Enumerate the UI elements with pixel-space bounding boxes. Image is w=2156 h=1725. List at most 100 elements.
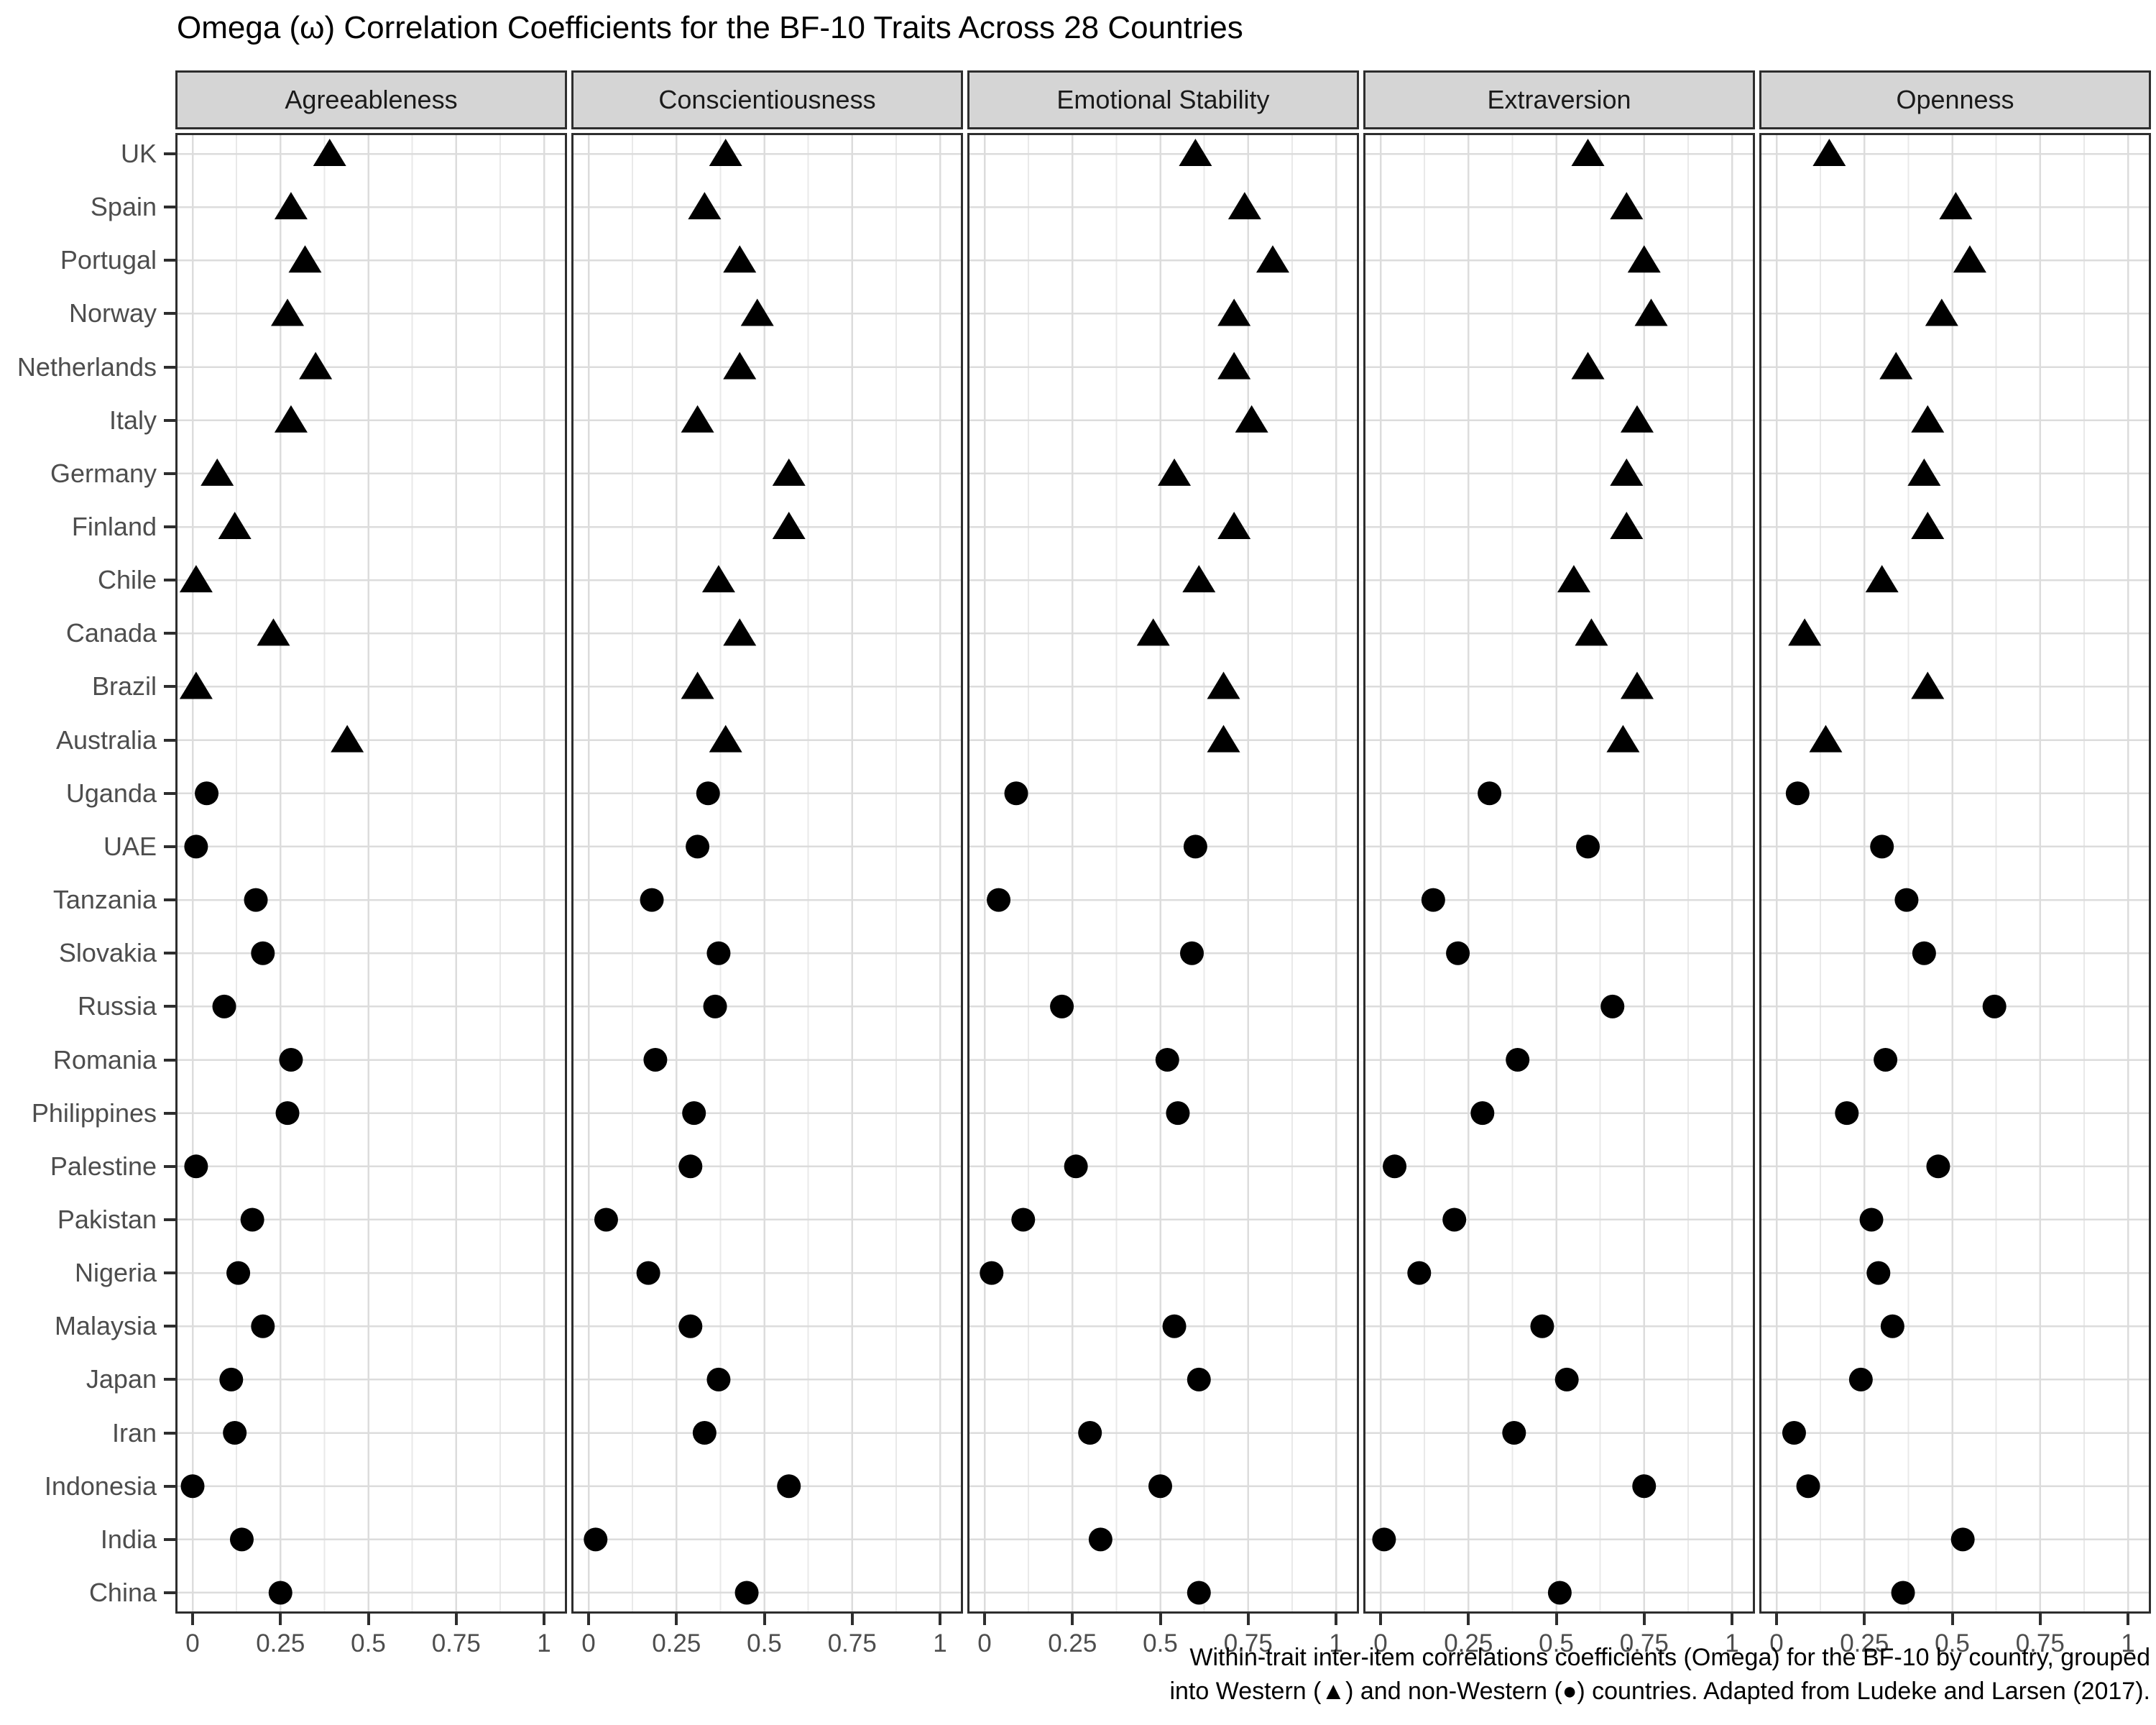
data-point-india-agreeableness <box>229 1527 254 1552</box>
data-point-chile-extraversion <box>1557 565 1590 593</box>
y-tick-mark <box>164 1111 175 1115</box>
y-tick-mark <box>164 1537 175 1541</box>
data-point-iran-conscientiousness <box>692 1421 717 1445</box>
data-point-slovakia-openness <box>1912 941 1936 965</box>
facet-strip-label: Conscientiousness <box>658 85 876 114</box>
data-point-uk-conscientiousness <box>709 139 742 166</box>
panel-plot-area <box>1365 135 1753 1611</box>
x-tick-mark <box>2038 1614 2042 1625</box>
x-tick-mark <box>675 1614 678 1625</box>
y-tick-mark <box>164 1271 175 1275</box>
data-point-romania-agreeableness <box>279 1048 303 1072</box>
data-point-pakistan-conscientiousness <box>594 1208 618 1232</box>
x-tick-label: 0.5 <box>1143 1629 1178 1657</box>
data-point-germany-agreeableness <box>201 458 234 486</box>
facet-strip-label: Emotional Stability <box>1056 85 1270 114</box>
data-point-chile-emotional-stability <box>1182 565 1216 593</box>
data-point-russia-conscientiousness <box>703 994 727 1018</box>
data-point-palestine-openness <box>1926 1154 1950 1179</box>
data-point-iran-agreeableness <box>223 1421 247 1445</box>
data-point-finland-emotional-stability <box>1217 512 1251 540</box>
data-point-spain-agreeableness <box>274 192 308 220</box>
facet-strip-label: Openness <box>1896 85 2014 114</box>
data-point-russia-extraversion <box>1600 994 1625 1018</box>
y-tick-mark <box>164 845 175 848</box>
data-point-palestine-emotional-stability <box>1064 1154 1088 1179</box>
facet-strip-label: Extraversion <box>1487 85 1631 114</box>
data-point-indonesia-emotional-stability <box>1148 1474 1172 1499</box>
country-label-slovakia: Slovakia <box>58 938 157 968</box>
data-point-india-emotional-stability <box>1088 1527 1112 1552</box>
data-point-germany-conscientiousness <box>772 458 806 486</box>
data-point-romania-extraversion <box>1506 1048 1530 1072</box>
country-label-uganda: Uganda <box>65 778 157 808</box>
x-tick-label: 1 <box>1329 1629 1343 1657</box>
data-point-tanzania-extraversion <box>1421 888 1445 912</box>
data-point-norway-emotional-stability <box>1217 298 1251 326</box>
data-point-finland-conscientiousness <box>772 512 806 540</box>
data-point-uganda-emotional-stability <box>1004 781 1028 806</box>
data-point-slovakia-agreeableness <box>251 941 275 965</box>
data-point-romania-emotional-stability <box>1155 1048 1179 1072</box>
facet-strip-label: Agreeableness <box>285 85 458 114</box>
data-point-russia-openness <box>1982 994 2007 1018</box>
data-point-indonesia-agreeableness <box>180 1474 205 1499</box>
x-tick-label: 0 <box>1373 1629 1388 1657</box>
chart-caption: Within-trait inter-item correlations coe… <box>1169 1641 2150 1708</box>
data-point-russia-agreeableness <box>212 994 236 1018</box>
y-tick-mark <box>164 418 175 422</box>
x-tick-mark <box>1775 1614 1778 1625</box>
data-point-netherlands-agreeableness <box>299 351 333 380</box>
y-tick-mark <box>164 152 175 155</box>
country-label-canada: Canada <box>65 618 157 648</box>
x-tick-mark <box>1950 1614 1954 1625</box>
data-point-australia-openness <box>1809 724 1843 753</box>
x-tick-mark <box>2127 1614 2129 1625</box>
data-point-slovakia-extraversion <box>1446 941 1470 965</box>
data-point-norway-extraversion <box>1634 298 1668 326</box>
x-tick-mark <box>850 1614 854 1625</box>
data-point-spain-extraversion <box>1610 192 1644 220</box>
y-tick-mark <box>164 738 175 742</box>
x-tick-label: 1 <box>2121 1629 2135 1657</box>
country-label-uae: UAE <box>103 831 157 861</box>
data-point-nigeria-emotional-stability <box>980 1261 1004 1285</box>
data-point-romania-openness <box>1874 1048 1898 1072</box>
facet-strip-extraversion: Extraversion <box>1363 70 1755 129</box>
x-tick-label: 0 <box>185 1629 200 1657</box>
data-point-brazil-openness <box>1911 671 1945 699</box>
data-point-slovakia-conscientiousness <box>706 941 731 965</box>
country-label-australia: Australia <box>55 724 157 755</box>
data-point-palestine-extraversion <box>1383 1154 1407 1179</box>
data-point-finland-openness <box>1911 512 1945 540</box>
data-point-canada-agreeableness <box>257 618 290 646</box>
data-point-netherlands-extraversion <box>1571 351 1605 380</box>
data-point-uae-openness <box>1870 834 1894 859</box>
data-point-portugal-emotional-stability <box>1256 245 1289 273</box>
x-tick-label: 1 <box>537 1629 551 1657</box>
y-tick-mark <box>164 365 175 369</box>
data-point-canada-extraversion <box>1575 618 1608 646</box>
x-tick-label: 0.75 <box>1619 1629 1669 1657</box>
data-point-china-emotional-stability <box>1187 1581 1211 1605</box>
x-tick-label: 0.25 <box>1444 1629 1493 1657</box>
data-point-nigeria-conscientiousness <box>636 1261 660 1285</box>
y-tick-mark <box>164 1218 175 1221</box>
data-point-pakistan-openness <box>1859 1208 1884 1232</box>
country-label-germany: Germany <box>50 458 157 488</box>
data-point-indonesia-extraversion <box>1632 1474 1657 1499</box>
y-tick-mark <box>164 1058 175 1062</box>
data-point-malaysia-extraversion <box>1530 1314 1554 1338</box>
country-label-finland: Finland <box>71 512 157 542</box>
data-point-japan-openness <box>1848 1367 1873 1392</box>
x-tick-mark <box>1467 1614 1470 1625</box>
chart-title: Omega (ω) Correlation Coefficients for t… <box>177 10 1243 45</box>
country-label-nigeria: Nigeria <box>74 1258 157 1288</box>
data-point-tanzania-conscientiousness <box>640 888 664 912</box>
data-point-uae-agreeableness <box>184 834 208 859</box>
data-point-chile-conscientiousness <box>701 565 735 593</box>
x-tick-label: 0.5 <box>1935 1629 1970 1657</box>
country-label-tanzania: Tanzania <box>52 885 157 915</box>
country-label-chile: Chile <box>97 565 157 595</box>
